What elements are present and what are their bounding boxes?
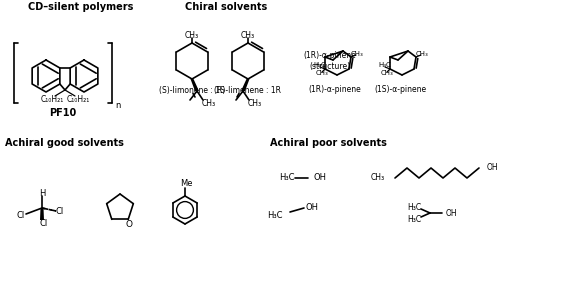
Text: (R)-limonene : 1R: (R)-limonene : 1R (214, 86, 281, 94)
Text: (S)-limonene : 1S: (S)-limonene : 1S (159, 86, 225, 94)
Text: Achiral poor solvents: Achiral poor solvents (270, 138, 387, 148)
Text: Chiral solvents: Chiral solvents (185, 2, 267, 12)
Text: H₃C: H₃C (314, 62, 327, 68)
Text: H₃C: H₃C (268, 210, 283, 220)
Text: CH₃: CH₃ (241, 30, 255, 40)
Text: H₃C: H₃C (407, 215, 421, 224)
Polygon shape (241, 79, 249, 91)
Text: H₃C: H₃C (280, 173, 295, 182)
Text: Cl: Cl (56, 207, 64, 217)
Text: O: O (126, 220, 133, 229)
Text: Me: Me (180, 179, 192, 189)
Text: CH₃: CH₃ (380, 70, 393, 76)
Text: CD–silent polymers: CD–silent polymers (28, 2, 133, 12)
Text: (1R)-α-pinene: (1R)-α-pinene (308, 86, 361, 94)
Text: CH₃: CH₃ (350, 51, 363, 57)
Text: C₁₀H₂₁: C₁₀H₂₁ (66, 94, 90, 103)
Text: Cl: Cl (17, 210, 25, 220)
Text: Achiral good solvents: Achiral good solvents (5, 138, 124, 148)
Text: OH: OH (446, 209, 458, 218)
Text: CH₃: CH₃ (202, 99, 216, 108)
Text: CH₃: CH₃ (416, 51, 429, 57)
Text: Cl: Cl (40, 220, 48, 229)
Text: H₃C: H₃C (407, 203, 421, 212)
Text: CH₃: CH₃ (248, 99, 262, 108)
Text: (1R)-α-pinene
(structure): (1R)-α-pinene (structure) (303, 51, 357, 71)
Polygon shape (191, 79, 199, 91)
Text: OH: OH (305, 204, 318, 212)
Text: n: n (115, 102, 121, 111)
Text: CH₃: CH₃ (185, 30, 199, 40)
Text: H₃C: H₃C (379, 62, 391, 68)
Text: OH: OH (487, 164, 498, 173)
Text: CH₃: CH₃ (316, 70, 328, 76)
Text: (1S)-α-pinene: (1S)-α-pinene (374, 86, 426, 94)
Text: OH: OH (313, 173, 326, 182)
Text: PF10: PF10 (49, 108, 77, 118)
Polygon shape (40, 208, 44, 220)
Text: CH₃: CH₃ (371, 173, 385, 182)
Text: H: H (39, 189, 45, 198)
Text: C₁₀H₂₁: C₁₀H₂₁ (40, 94, 64, 103)
